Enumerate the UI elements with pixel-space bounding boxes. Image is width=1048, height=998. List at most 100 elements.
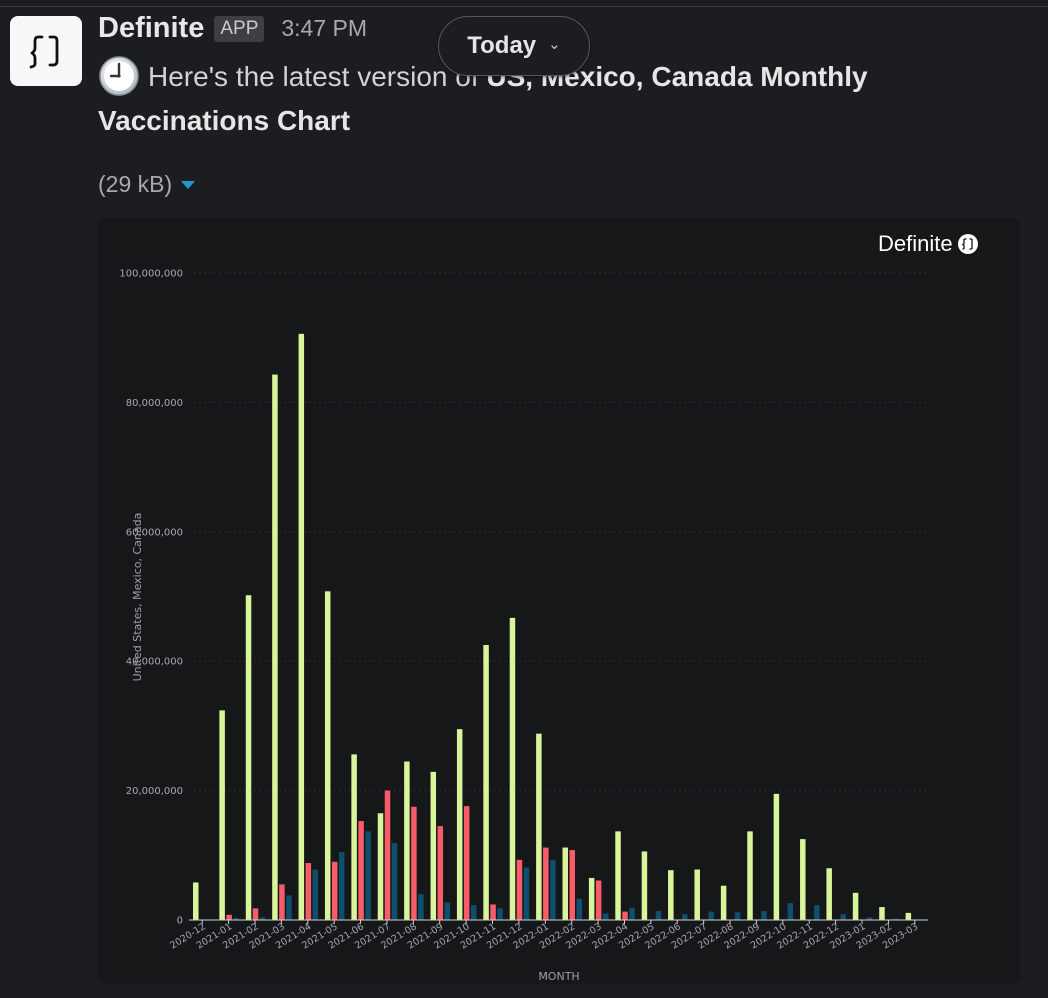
bar <box>193 882 199 920</box>
message-header: Definite APP 3:47 PM <box>98 12 367 45</box>
bar <box>456 729 463 920</box>
bar <box>641 851 648 920</box>
bar <box>595 880 602 920</box>
bar <box>773 793 780 920</box>
brand-watermark: Definite <box>878 231 978 257</box>
bar <box>286 895 292 920</box>
sender-name[interactable]: Definite <box>98 12 205 44</box>
bar <box>852 892 859 920</box>
bar <box>682 914 688 920</box>
bar <box>384 790 391 920</box>
y-axis-ticks: 0 20,000,000 40,000,000 60,000,000 80,000,00… <box>119 269 183 927</box>
bar <box>365 831 371 920</box>
attachment-toggle[interactable]: (29 kB) <box>98 171 196 198</box>
bar <box>622 911 628 920</box>
app-badge: APP <box>214 15 265 42</box>
bar <box>747 831 753 920</box>
bar <box>252 908 259 920</box>
y-axis-title: United States, Mexico, Canada <box>131 513 144 682</box>
bar <box>470 905 477 920</box>
message-text: Here's the latest version of <box>148 61 487 92</box>
app-avatar[interactable] <box>10 16 82 86</box>
y-tick-label: 80,000,000 <box>126 398 183 409</box>
chart-image[interactable]: 0 20,000,000 40,000,000 60,000,000 80,000,00… <box>98 218 1020 984</box>
bar <box>569 850 575 920</box>
caret-down-icon <box>181 180 196 189</box>
bar <box>430 771 437 920</box>
bar <box>324 591 331 920</box>
bar <box>523 867 530 920</box>
bar <box>331 861 338 920</box>
bar <box>358 821 364 920</box>
bar <box>411 806 417 920</box>
date-divider-label: Today <box>467 32 537 59</box>
message-body: Here's the latest version of US, Mexico,… <box>98 55 978 143</box>
definite-logo-icon <box>957 234 978 254</box>
bar <box>312 869 319 920</box>
y-tick-label: 60,000,000 <box>126 527 183 538</box>
bar <box>879 907 885 920</box>
bar <box>391 843 398 920</box>
bar <box>761 910 767 920</box>
bar <box>543 847 549 920</box>
bar <box>509 617 516 920</box>
bar <box>463 806 470 920</box>
message-timestamp[interactable]: 3:47 PM <box>281 15 368 41</box>
definite-logo-icon <box>29 35 59 69</box>
bar <box>404 761 410 920</box>
bar <box>259 917 266 920</box>
bar <box>708 911 714 920</box>
bar <box>840 914 846 920</box>
bar <box>226 914 232 920</box>
y-tick-label: 0 <box>177 916 183 927</box>
bar <box>444 902 451 920</box>
bar <box>602 913 609 920</box>
bar <box>351 754 357 920</box>
bar <box>437 826 444 920</box>
bar <box>305 863 312 920</box>
brand-name: Definite <box>878 231 953 256</box>
bar <box>279 884 285 920</box>
bar <box>562 847 568 920</box>
bar <box>893 918 899 920</box>
bar <box>516 859 523 920</box>
bar <box>536 733 542 920</box>
gridlines <box>189 272 928 792</box>
bar-marks <box>193 333 926 921</box>
bar <box>377 813 384 920</box>
bar <box>233 918 239 920</box>
bar <box>338 852 345 920</box>
bar <box>298 333 305 920</box>
bar <box>905 912 912 920</box>
clock-icon <box>99 55 139 96</box>
bar <box>615 831 621 920</box>
bar <box>219 710 225 920</box>
date-divider-button[interactable]: Today ⌄ <box>438 16 590 76</box>
y-tick-label: 40,000,000 <box>126 657 183 668</box>
chart-link[interactable]: US, Mexico, Canada Monthly Vaccinations … <box>98 61 868 136</box>
bar <box>576 898 582 920</box>
file-size-label: (29 kB) <box>98 171 173 197</box>
bar <box>550 859 556 920</box>
bar <box>826 868 832 920</box>
x-axis-title: MONTH <box>538 970 579 983</box>
bar <box>483 645 489 920</box>
chart-svg: 0 20,000,000 40,000,000 60,000,000 80,000,00… <box>119 269 928 983</box>
bar <box>490 904 496 920</box>
chevron-down-icon: ⌄ <box>548 36 561 53</box>
bar <box>814 905 820 920</box>
bar <box>588 877 595 920</box>
y-tick-label: 20,000,000 <box>126 786 183 797</box>
bar <box>245 595 252 920</box>
x-axis-ticks: 2020-122021-012021-022021-032021-042021-… <box>168 920 920 952</box>
bar <box>694 869 700 920</box>
top-divider <box>0 6 1048 7</box>
bar <box>734 912 741 920</box>
bar <box>787 903 794 920</box>
bar <box>629 907 635 920</box>
y-tick-label: 100,000,000 <box>119 269 183 280</box>
bar <box>866 917 873 920</box>
bar <box>418 894 424 920</box>
bar <box>800 839 806 921</box>
bar <box>497 908 503 920</box>
